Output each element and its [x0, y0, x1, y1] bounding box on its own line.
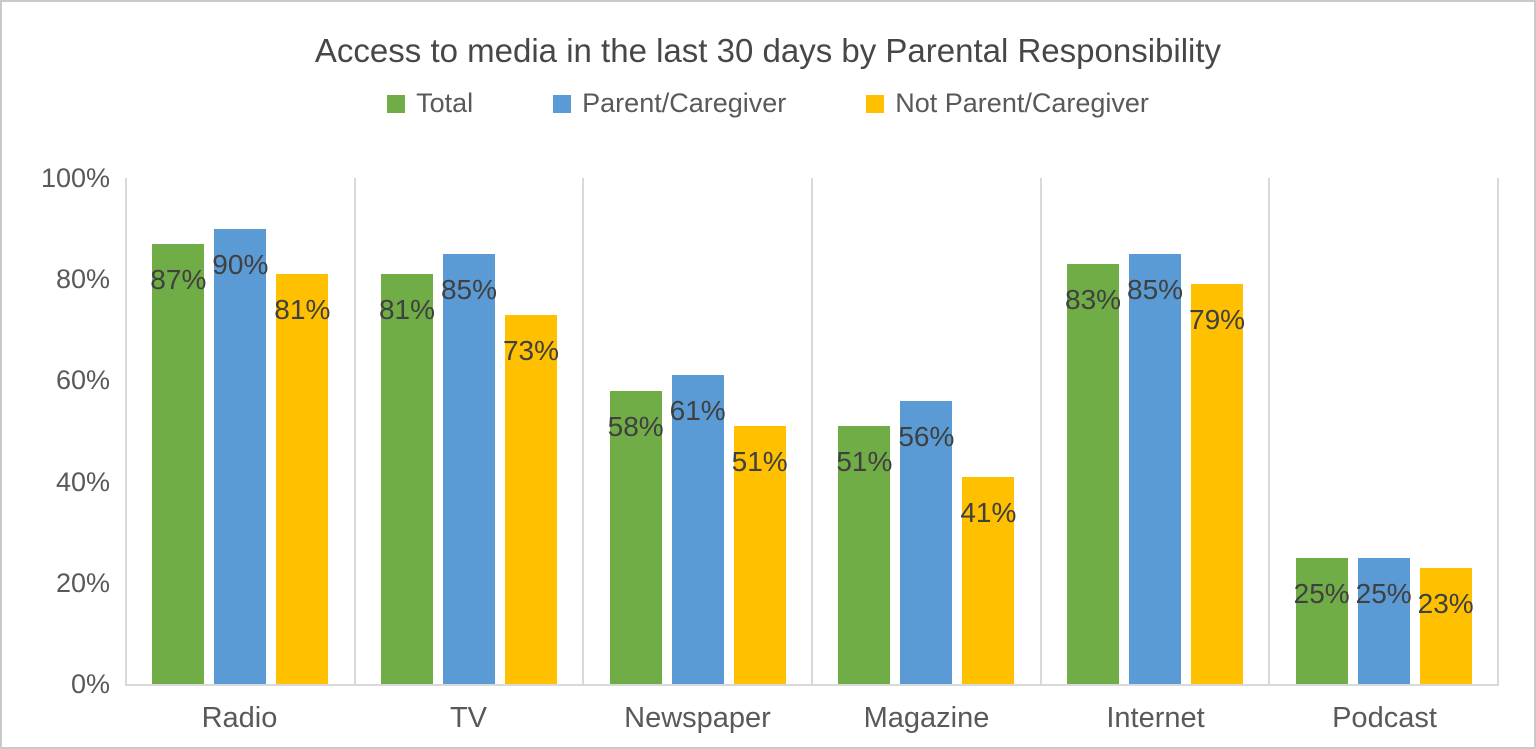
bar-podcast-not-parent-caregiver: 23% — [1417, 567, 1474, 684]
legend: Total Parent/Caregiver Not Parent/Caregi… — [2, 88, 1534, 119]
bar-magazine-parent-caregiver: 56% — [898, 400, 955, 684]
bar-internet-parent-caregiver: 85% — [1126, 253, 1184, 684]
bar-value-label: 51% — [731, 445, 788, 477]
category-group-magazine: 51% 56% 41% — [813, 178, 1042, 684]
category-label-magazine: Magazine — [863, 702, 990, 734]
legend-item-not-parent-caregiver: Not Parent/Caregiver — [866, 88, 1149, 119]
bar-value-label: 85% — [440, 273, 498, 305]
chart-title: Access to media in the last 30 days by P… — [314, 32, 1222, 69]
bar-value-label: 90% — [212, 248, 269, 280]
bar-value-label: 25% — [1293, 577, 1350, 609]
bar-value-label: 41% — [960, 496, 1017, 528]
bar-radio-total: 87% — [150, 243, 207, 684]
bar-newspaper-total: 58% — [607, 390, 664, 684]
category-group-newspaper: 58% 61% 51% — [584, 178, 814, 684]
y-axis-ticks: 0% 20% 40% 60% 80% 100% — [2, 163, 110, 699]
bar-value-label: 73% — [502, 334, 560, 366]
legend-item-parent-caregiver: Parent/Caregiver — [553, 88, 786, 119]
category-axis: Radio TV Newspaper Magazine Internet Podcast — [125, 702, 1499, 735]
bar-value-label: 87% — [150, 263, 207, 295]
legend-marker-not-parent-caregiver — [866, 94, 885, 113]
bar-value-label: 61% — [669, 395, 726, 427]
legend-marker-parent-caregiver — [553, 94, 572, 113]
y-tick-label: 100% — [40, 163, 110, 193]
bar-podcast-parent-caregiver: 25% — [1355, 557, 1412, 684]
bar-podcast-total: 25% — [1293, 557, 1350, 684]
bar-internet-total: 83% — [1064, 264, 1122, 684]
legend-item-total: Total — [387, 88, 473, 119]
bar-value-label: 83% — [1064, 284, 1122, 316]
bar-tv-parent-caregiver: 85% — [440, 253, 498, 684]
bar-value-label: 51% — [836, 445, 893, 477]
bar-value-label: 79% — [1188, 304, 1246, 336]
legend-label-parent-caregiver: Parent/Caregiver — [582, 88, 787, 118]
category-label-newspaper: Newspaper — [624, 702, 771, 734]
bar-newspaper-not-parent-caregiver: 51% — [731, 425, 788, 684]
bar-newspaper-parent-caregiver: 61% — [669, 375, 726, 684]
legend-label-total: Total — [416, 88, 474, 118]
bar-radio-not-parent-caregiver: 81% — [274, 274, 331, 684]
y-tick-label: 80% — [55, 264, 110, 295]
y-tick-label: 40% — [55, 466, 110, 497]
bar-value-label: 58% — [607, 410, 664, 442]
plot-area: 87% 90% 81% 81% 85% 73% 58% 61% 51% 51% 56% 41% 83% 8… — [125, 178, 1500, 686]
category-label-podcast: Podcast — [1332, 702, 1437, 734]
bar-internet-not-parent-caregiver: 79% — [1188, 284, 1246, 684]
bar-magazine-total: 51% — [836, 425, 893, 684]
category-group-tv: 81% 85% 73% — [356, 178, 585, 684]
y-tick-label: 0% — [70, 669, 110, 699]
category-group-internet: 83% 85% 79% — [1042, 178, 1271, 684]
y-tick-label: 60% — [55, 365, 110, 396]
bar-value-label: 81% — [274, 294, 331, 326]
bar-tv-not-parent-caregiver: 73% — [502, 314, 560, 684]
legend-label-not-parent-caregiver: Not Parent/Caregiver — [895, 88, 1149, 118]
category-label-radio: Radio — [201, 702, 278, 734]
bar-value-label: 81% — [378, 294, 436, 326]
bar-value-label: 85% — [1126, 273, 1184, 305]
category-group-radio: 87% 90% 81% — [127, 178, 356, 684]
bar-tv-total: 81% — [378, 274, 436, 684]
bar-value-label: 25% — [1355, 577, 1412, 609]
bar-magazine-not-parent-caregiver: 41% — [960, 476, 1017, 684]
category-label-tv: TV — [449, 702, 488, 734]
y-tick-label: 20% — [55, 567, 110, 598]
bar-value-label: 23% — [1417, 587, 1474, 619]
bar-value-label: 56% — [898, 420, 955, 452]
category-group-podcast: 25% 25% 23% — [1270, 178, 1500, 684]
legend-marker-total — [387, 94, 406, 113]
bar-radio-parent-caregiver: 90% — [212, 228, 269, 684]
category-label-internet: Internet — [1106, 702, 1205, 734]
